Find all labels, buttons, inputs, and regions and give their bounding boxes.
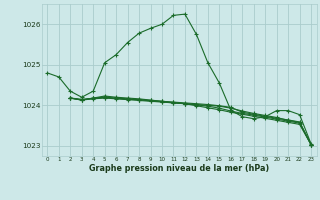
X-axis label: Graphe pression niveau de la mer (hPa): Graphe pression niveau de la mer (hPa) <box>89 164 269 173</box>
